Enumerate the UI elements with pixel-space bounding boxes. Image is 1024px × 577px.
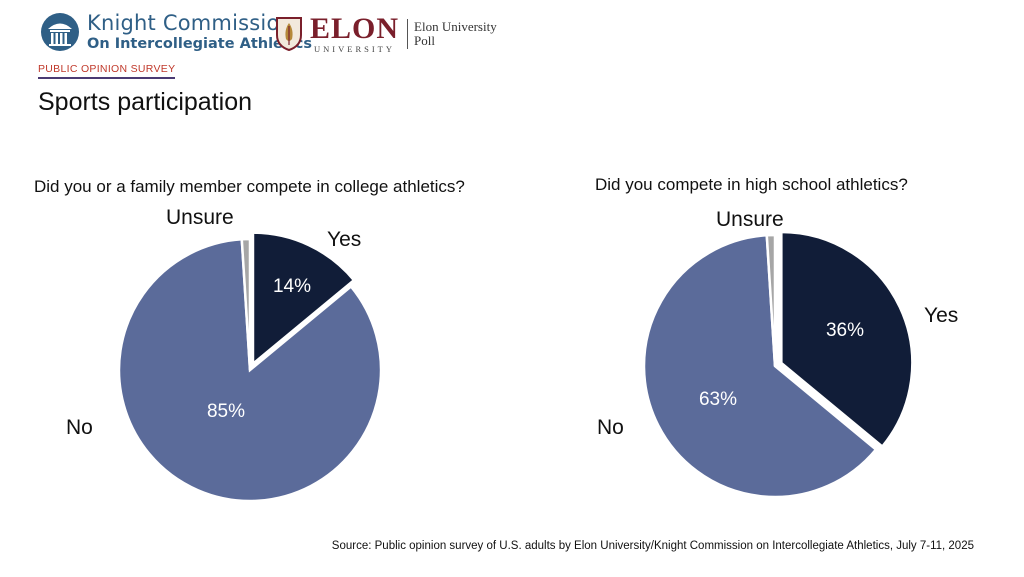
knight-commission-logo: Knight Commission On Intercollegiate Ath… <box>40 12 312 52</box>
knight-emblem-icon <box>41 13 79 51</box>
knight-logo-line2: On Intercollegiate Athletics <box>87 35 313 52</box>
chart2-label-no: No <box>597 416 624 439</box>
page-title: Sports participation <box>38 88 253 116</box>
elon-logo-university: UNIVERSITY <box>314 44 396 54</box>
elon-shield-icon <box>276 16 302 51</box>
source-note: Source: Public opinion survey of U.S. ad… <box>331 540 974 552</box>
elon-logo-divider <box>407 18 409 49</box>
chart1-slice-unsure <box>240 237 252 371</box>
chart2-slice-unsure <box>765 233 777 367</box>
elon-poll-line1: Elon University <box>414 19 497 35</box>
chart2-title: Did you compete in high school athletics… <box>595 175 908 194</box>
chart1-label-yes: Yes <box>327 228 361 251</box>
elon-university-poll-logo: ELON UNIVERSITY Elon University Poll <box>276 14 497 54</box>
chart2-slice-no <box>642 233 878 499</box>
chart1-value-yes: 14% <box>273 276 311 297</box>
chart2-value-yes: 36% <box>826 320 864 341</box>
chart1-value-no: 85% <box>207 401 245 422</box>
chart1-label-unsure: Unsure <box>166 206 234 229</box>
knight-logo-line1: Knight Commission <box>87 10 293 35</box>
chart1-slice-no <box>117 237 383 503</box>
chart1-slice-yes <box>251 231 356 367</box>
chart1-title: Did you or a family member compete in co… <box>34 177 465 196</box>
elon-logo-name: ELON <box>310 12 400 45</box>
elon-poll-line2: Poll <box>414 32 435 48</box>
chart1-label-no: No <box>66 416 93 439</box>
chart2-slice-yes <box>780 230 914 449</box>
chart2-value-no: 63% <box>699 389 737 410</box>
chart2-label-unsure: Unsure <box>716 208 784 231</box>
survey-label: PUBLIC OPINION SURVEY <box>38 63 176 79</box>
chart2-label-yes: Yes <box>924 304 958 327</box>
